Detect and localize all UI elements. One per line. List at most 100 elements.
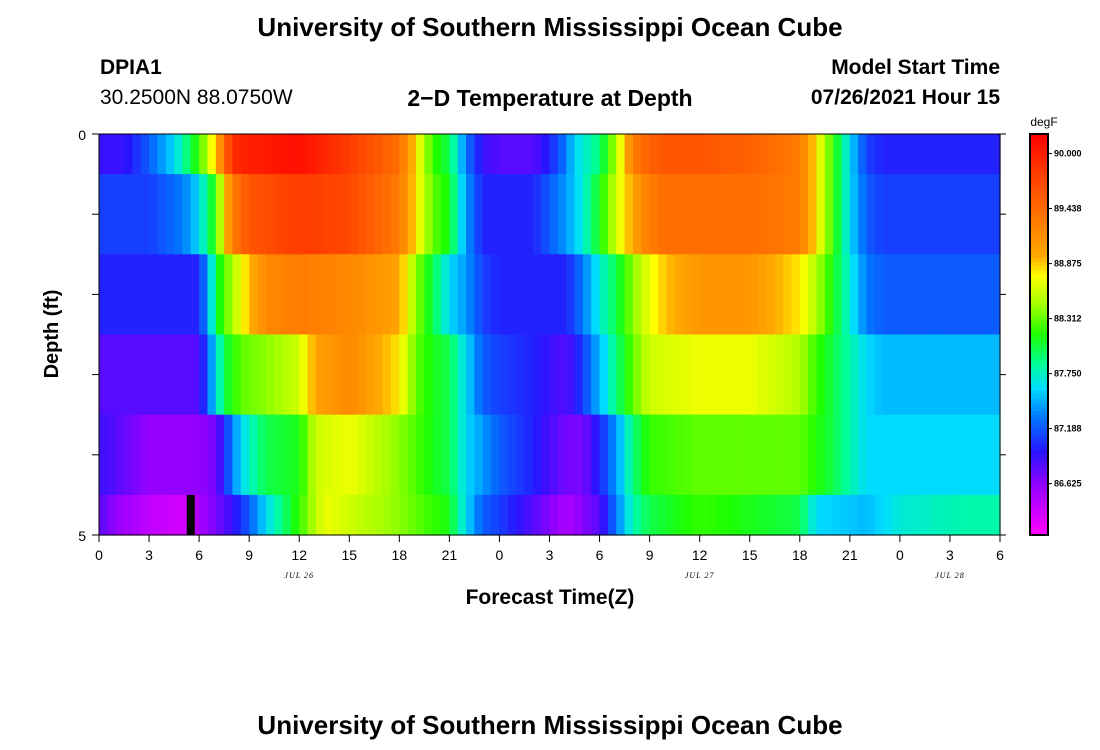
heatmap-cell bbox=[616, 174, 626, 255]
heatmap-cell bbox=[491, 334, 501, 416]
heatmap-cell bbox=[157, 254, 167, 336]
heatmap-cell bbox=[382, 494, 392, 536]
heatmap-cell bbox=[849, 174, 859, 255]
colorbar-swatch bbox=[1030, 174, 1048, 179]
heatmap-cell bbox=[382, 334, 392, 416]
heatmap-cell bbox=[340, 494, 350, 536]
heatmap-cell bbox=[207, 254, 217, 336]
heatmap-cell bbox=[340, 134, 350, 175]
heatmap-cell bbox=[541, 254, 551, 336]
heatmap-cell bbox=[199, 414, 209, 496]
heatmap-cell bbox=[182, 254, 192, 336]
heatmap-cell bbox=[766, 174, 776, 255]
heatmap-cell bbox=[382, 134, 392, 175]
heatmap-cell bbox=[574, 414, 584, 496]
heatmap-cell bbox=[791, 254, 801, 336]
heatmap-cell bbox=[524, 334, 534, 416]
heatmap-cell bbox=[441, 334, 450, 416]
heatmap-cell bbox=[607, 334, 617, 416]
heatmap-cell bbox=[307, 134, 317, 175]
heatmap-cell bbox=[958, 494, 968, 536]
heatmap-cell bbox=[299, 174, 309, 255]
heatmap-cell bbox=[207, 334, 217, 416]
colorbar-swatch bbox=[1030, 298, 1048, 304]
heatmap-cell bbox=[824, 134, 834, 175]
heatmap-cell bbox=[290, 254, 300, 336]
heatmap-cell bbox=[616, 494, 626, 536]
heatmap-cell bbox=[733, 134, 742, 175]
heatmap-cell bbox=[357, 334, 367, 416]
heatmap-cell bbox=[399, 414, 409, 496]
heatmap-cell bbox=[649, 254, 659, 336]
heatmap-cell bbox=[699, 414, 709, 496]
heatmap-cell bbox=[808, 254, 818, 336]
colorbar-swatch bbox=[1030, 390, 1048, 396]
heatmap-cell bbox=[958, 174, 968, 255]
heatmap-cell bbox=[991, 174, 1001, 255]
heatmap-cell bbox=[232, 334, 242, 416]
heatmap-cell bbox=[457, 254, 467, 336]
colorbar-swatch bbox=[1030, 366, 1048, 372]
heatmap-cell bbox=[307, 494, 317, 536]
heatmap-cell bbox=[816, 134, 826, 175]
heatmap-cell bbox=[958, 134, 968, 175]
heatmap-cell bbox=[841, 494, 851, 536]
heatmap-cell bbox=[165, 414, 175, 496]
heatmap-cell bbox=[215, 134, 225, 175]
heatmap-cell bbox=[716, 414, 726, 496]
heatmap-cell bbox=[766, 334, 776, 416]
heatmap-cell bbox=[691, 174, 701, 255]
heatmap-cell bbox=[215, 334, 225, 416]
heatmap-cell bbox=[115, 414, 125, 496]
heatmap-cell bbox=[699, 174, 709, 255]
heatmap-cell bbox=[99, 174, 108, 255]
heatmap-cell bbox=[624, 174, 634, 255]
heatmap-cell bbox=[190, 134, 200, 175]
heatmap-cell bbox=[582, 254, 592, 336]
heatmap-cell bbox=[591, 134, 601, 175]
colorbar-swatch bbox=[1030, 506, 1048, 512]
heatmap-cell bbox=[591, 174, 601, 255]
heatmap-cell bbox=[407, 134, 417, 175]
heatmap-cell bbox=[315, 414, 325, 496]
colorbar-swatch bbox=[1030, 334, 1048, 340]
heatmap-cell bbox=[591, 414, 601, 496]
heatmap-cell bbox=[783, 334, 793, 416]
x-tick-label: 6 bbox=[195, 547, 203, 563]
heatmap-cell bbox=[249, 174, 259, 255]
heatmap-cell bbox=[457, 494, 467, 536]
heatmap-cell bbox=[883, 414, 893, 496]
heatmap-cell bbox=[641, 134, 651, 175]
heatmap-cell bbox=[749, 414, 759, 496]
colorbar-swatch bbox=[1030, 262, 1048, 267]
heatmap-cell bbox=[682, 254, 692, 336]
heatmap-cell bbox=[157, 334, 167, 416]
heatmap-cell bbox=[516, 254, 526, 336]
heatmap-cell bbox=[132, 134, 142, 175]
x-tick-label: 0 bbox=[95, 547, 103, 563]
heatmap-cell bbox=[657, 494, 667, 536]
heatmap-cell bbox=[274, 254, 284, 336]
heatmap-cell bbox=[674, 134, 684, 175]
heatmap-cell bbox=[357, 174, 367, 255]
heatmap-cell bbox=[758, 414, 767, 496]
heatmap-cell bbox=[232, 174, 242, 255]
heatmap-cell bbox=[749, 174, 759, 255]
heatmap-cell bbox=[140, 134, 150, 175]
heatmap-cell bbox=[149, 414, 158, 496]
colorbar-swatch bbox=[1030, 346, 1048, 352]
heatmap-cell bbox=[390, 254, 400, 336]
heatmap-cell bbox=[165, 494, 175, 536]
heatmap-cell bbox=[124, 494, 133, 536]
heatmap-cell bbox=[758, 134, 767, 175]
heatmap-cell bbox=[933, 254, 943, 336]
colorbar-swatch bbox=[1030, 410, 1048, 416]
footer-title: University of Southern Mississippi Ocean… bbox=[257, 710, 843, 740]
heatmap-cell bbox=[958, 254, 968, 336]
station-coords: 30.2500N 88.0750W bbox=[100, 86, 293, 109]
heatmap-cell bbox=[282, 174, 292, 255]
heatmap-cell bbox=[724, 254, 734, 336]
heatmap-cell bbox=[682, 414, 692, 496]
heatmap-cell bbox=[349, 174, 359, 255]
heatmap-cell bbox=[666, 494, 676, 536]
